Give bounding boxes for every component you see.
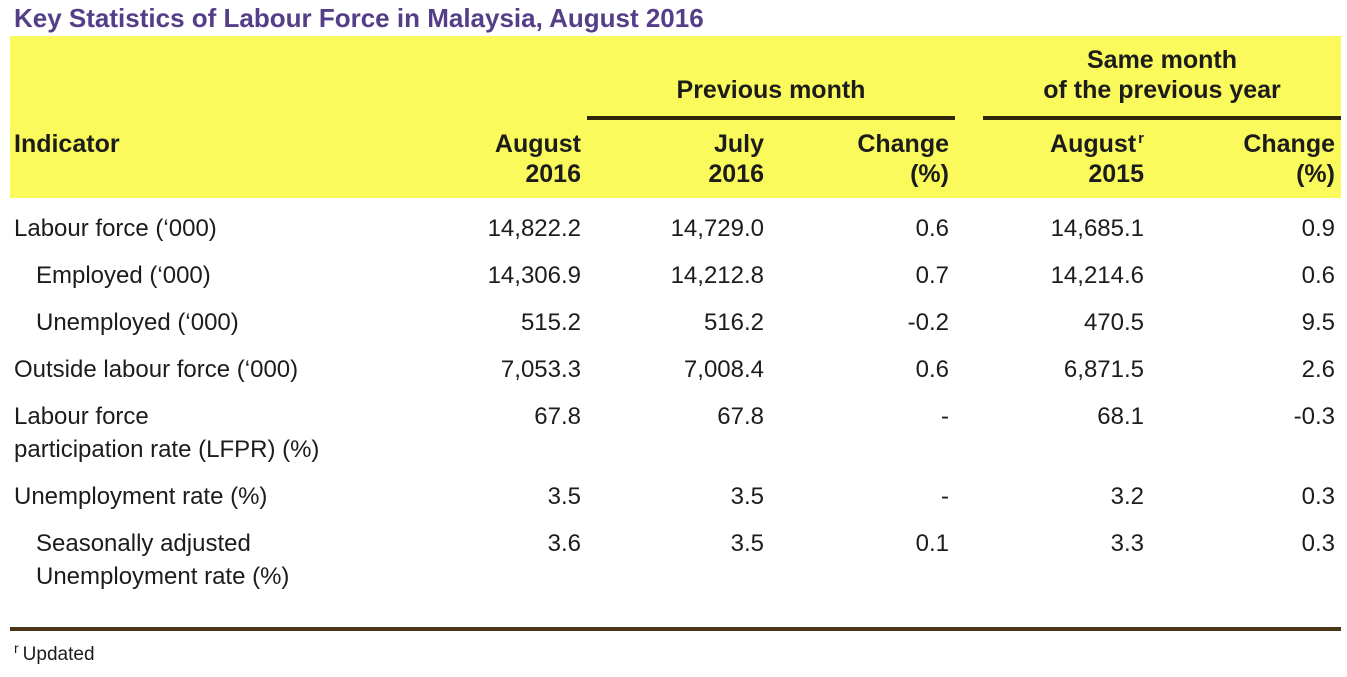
value-august-2015: 68.1 (1097, 403, 1144, 430)
value-change-mom: - (941, 403, 949, 430)
row-label: Labour force (‘000) (14, 215, 217, 242)
row-label: Unemployed (‘000) (36, 309, 239, 336)
value-july-2016: 516.2 (703, 309, 764, 336)
value-change-mom: 0.1 (915, 530, 949, 557)
value-july-2016: 3.5 (730, 483, 764, 510)
value-change-mom: 0.7 (915, 262, 949, 289)
value-august-2016: 3.5 (547, 483, 581, 510)
value-august-2016: 7,053.3 (500, 356, 581, 383)
row-label: Outside labour force (‘000) (14, 356, 299, 383)
table-row-unemployed: Unemployed (‘000) 515.2 516.2 -0.2 470.5… (10, 292, 1341, 339)
group-header-previous-month: Previous month (587, 36, 955, 120)
value-change-yoy: -0.3 (1293, 403, 1335, 430)
value-change-yoy: 2.6 (1301, 356, 1335, 383)
value-august-2015: 3.3 (1110, 530, 1144, 557)
row-label: Unemployment rate (%) (14, 483, 268, 510)
table-row-labour-force: Labour force (‘000) 14,822.2 14,729.0 0.… (10, 198, 1341, 245)
value-august-2016: 67.8 (534, 403, 581, 430)
value-july-2016: 3.5 (730, 530, 764, 557)
value-change-mom: 0.6 (915, 215, 949, 242)
row-label: Employed (‘000) (36, 262, 211, 289)
table-bottom-rule (10, 627, 1341, 631)
statistics-table: Previous month Same month of the previou… (10, 36, 1341, 666)
value-august-2015: 3.2 (1110, 483, 1144, 510)
value-change-yoy: 0.3 (1301, 530, 1335, 557)
table-header: Previous month Same month of the previou… (10, 36, 1341, 198)
value-july-2016: 7,008.4 (683, 356, 764, 383)
row-label: Seasonally adjusted Unemployment rate (%… (36, 530, 290, 590)
value-change-yoy: 0.9 (1301, 215, 1335, 242)
column-header-july-2016: July 2016 (708, 130, 764, 188)
value-change-yoy: 9.5 (1301, 309, 1335, 336)
value-july-2016: 14,729.0 (670, 215, 764, 242)
column-header-indicator: Indicator (14, 130, 120, 158)
row-label: Labour force participation rate (LFPR) (… (14, 403, 320, 463)
table-row-seasonally-adjusted-unemployment-rate: Seasonally adjusted Unemployment rate (%… (10, 513, 1341, 593)
table-row-unemployment-rate: Unemployment rate (%) 3.5 3.5 - 3.2 0.3 (10, 466, 1341, 513)
value-change-yoy: 0.6 (1301, 262, 1335, 289)
value-july-2016: 67.8 (717, 403, 764, 430)
value-august-2015: 14,214.6 (1050, 262, 1144, 289)
value-august-2015: 470.5 (1083, 309, 1144, 336)
value-august-2016: 3.6 (547, 530, 581, 557)
table-row-outside-labour-force: Outside labour force (‘000) 7,053.3 7,00… (10, 339, 1341, 386)
column-header-change-mom: Change (%) (857, 130, 949, 188)
value-change-mom: - (941, 483, 949, 510)
footnote-updated: r Updated (14, 639, 95, 665)
revised-marker: r (1138, 129, 1144, 147)
revised-marker: r (14, 639, 19, 656)
table-row-lfpr: Labour force participation rate (LFPR) (… (10, 386, 1341, 466)
column-header-change-yoy: Change (%) (1243, 130, 1335, 188)
value-change-mom: 0.6 (915, 356, 949, 383)
value-change-yoy: 0.3 (1301, 483, 1335, 510)
page-title: Key Statistics of Labour Force in Malays… (14, 3, 704, 33)
column-header-august-2015-revised: August r 2015 (1050, 129, 1144, 188)
column-header-august-2016: August 2016 (494, 130, 581, 188)
value-change-mom: -0.2 (907, 309, 949, 336)
table-row-employed: Employed (‘000) 14,306.9 14,212.8 0.7 14… (10, 245, 1341, 292)
value-august-2016: 14,822.2 (487, 215, 581, 242)
group-header-same-month-previous-year: Same month of the previous year (983, 36, 1341, 120)
value-august-2015: 14,685.1 (1050, 215, 1144, 242)
value-july-2016: 14,212.8 (670, 262, 764, 289)
value-august-2016: 14,306.9 (487, 262, 581, 289)
value-august-2016: 515.2 (520, 309, 581, 336)
value-august-2015: 6,871.5 (1063, 356, 1144, 383)
